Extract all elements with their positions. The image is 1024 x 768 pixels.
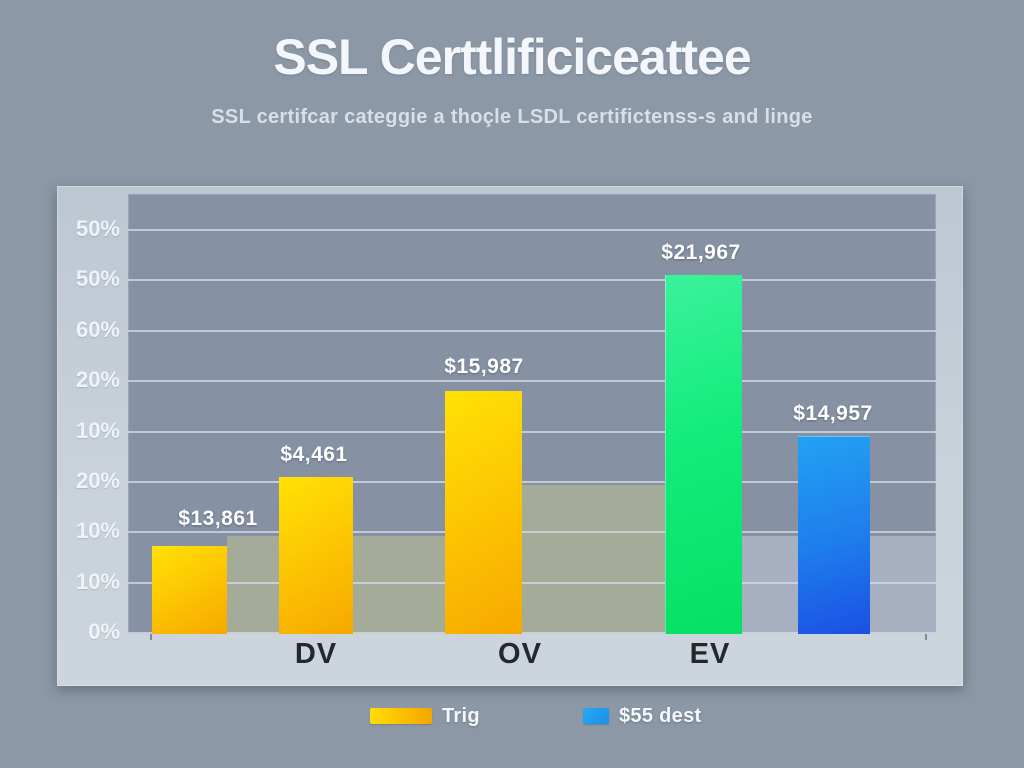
- y-axis: 50% 50% 60% 20% 10% 20% 10% 10% 0%: [57, 194, 120, 644]
- gridline: [128, 481, 936, 483]
- bar-value-label: $15,987: [444, 355, 524, 378]
- gridline: [128, 431, 936, 433]
- legend-item-dest: $55 dest: [583, 704, 702, 727]
- extra-bar: [798, 436, 870, 634]
- bar-value-label: $14,957: [793, 402, 873, 425]
- dv-bar: [279, 477, 353, 634]
- plot-area: $13,861 $4,461 $15,987 $21,967 $14,957: [128, 194, 936, 640]
- x-axis-category-label: OV: [498, 638, 542, 670]
- axis-tick: [150, 634, 152, 640]
- x-axis-category-label: EV: [689, 638, 731, 670]
- legend-item-trig: Trig: [370, 704, 480, 727]
- gridline: [128, 279, 936, 281]
- y-axis-tick-label: 10%: [75, 418, 120, 443]
- axis-tick: [925, 634, 927, 640]
- y-axis-tick-label: 50%: [75, 216, 120, 241]
- gridline: [128, 330, 936, 332]
- gridline: [128, 531, 936, 533]
- legend-swatch-dest: [583, 708, 609, 724]
- gridline: [128, 632, 936, 634]
- gridline: [128, 380, 936, 382]
- bar-value-label: $4,461: [280, 443, 348, 466]
- y-axis-tick-label: 60%: [75, 317, 120, 342]
- legend-label-trig: Trig: [442, 704, 480, 727]
- ev-bar: [665, 275, 742, 634]
- y-axis-tick-label: 10%: [75, 569, 120, 594]
- gridline: [128, 582, 936, 584]
- bar-value-label: $13,861: [178, 507, 258, 530]
- page-title: SSL Certtlificiceattee: [273, 29, 751, 85]
- background-bar-sage-2: [522, 485, 667, 634]
- y-axis-tick-label: 50%: [75, 266, 120, 291]
- y-axis-tick-label: 20%: [75, 468, 120, 493]
- ov-bar: [445, 391, 522, 634]
- y-axis-tick-label: 10%: [75, 518, 120, 543]
- chart-panel: 50% 50% 60% 20% 10% 20% 10% 10% 0% $13,861 $4,461…: [57, 186, 963, 686]
- x-axis: DV OV EV: [57, 632, 963, 682]
- legend-label-dest: $55 dest: [619, 704, 702, 727]
- y-axis-tick-label: 0%: [88, 619, 120, 644]
- page-subtitle: SSL certifcar categgie a thoçle LSDL cer…: [211, 106, 813, 128]
- y-axis-tick-label: 20%: [75, 367, 120, 392]
- dv-bar-small: [152, 546, 227, 634]
- bar-value-label: $21,967: [661, 241, 741, 264]
- legend-swatch-trig: [370, 708, 432, 724]
- gridline: [128, 229, 936, 231]
- x-axis-category-label: DV: [294, 638, 338, 670]
